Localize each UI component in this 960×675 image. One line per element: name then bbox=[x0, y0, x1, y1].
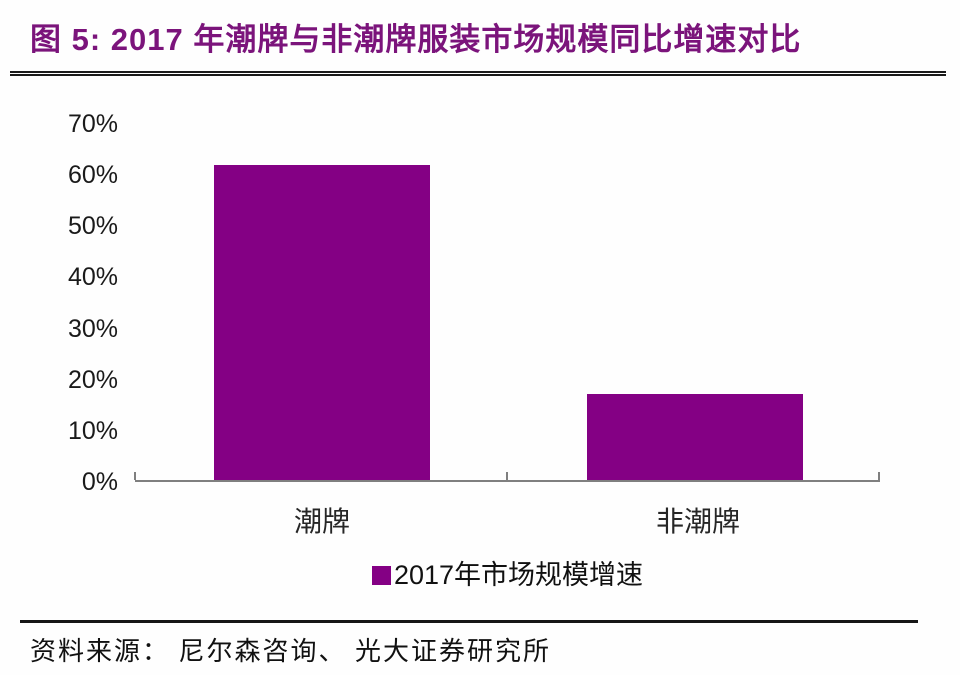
plot-area bbox=[134, 124, 880, 482]
y-axis-tick-label: 20% bbox=[67, 366, 118, 394]
y-axis-tick-label: 30% bbox=[67, 315, 118, 343]
x-axis-label-non-trendy: 非潮牌 bbox=[655, 507, 740, 538]
chart-legend: 2017年市场规模增速 bbox=[135, 560, 880, 590]
footer-divider bbox=[20, 620, 918, 623]
x-axis-tick bbox=[134, 472, 136, 480]
y-axis-tick-label: 0% bbox=[81, 468, 118, 496]
source-note: 资料来源： 尼尔森咨询、 光大证券研究所 bbox=[30, 637, 552, 666]
x-axis-tick bbox=[878, 472, 880, 480]
x-axis-tick bbox=[506, 472, 508, 480]
bar-non-trendy-brand bbox=[587, 393, 803, 480]
y-axis-tick-label: 40% bbox=[67, 263, 118, 291]
legend-label: 2017年市场规模增速 bbox=[393, 560, 644, 590]
y-axis-tick-label: 10% bbox=[67, 417, 118, 445]
y-axis-tick-label: 70% bbox=[67, 110, 118, 138]
y-axis-tick-label: 60% bbox=[67, 161, 118, 189]
legend-swatch-icon bbox=[371, 565, 391, 585]
x-axis-label-trendy: 潮牌 bbox=[293, 507, 350, 538]
figure-title: 图 5: 2017 年潮牌与非潮牌服装市场规模同比增速对比 bbox=[30, 22, 802, 57]
bar-trendy-brand bbox=[214, 164, 430, 480]
title-divider bbox=[10, 71, 946, 76]
y-axis-tick-label: 50% bbox=[67, 212, 118, 240]
